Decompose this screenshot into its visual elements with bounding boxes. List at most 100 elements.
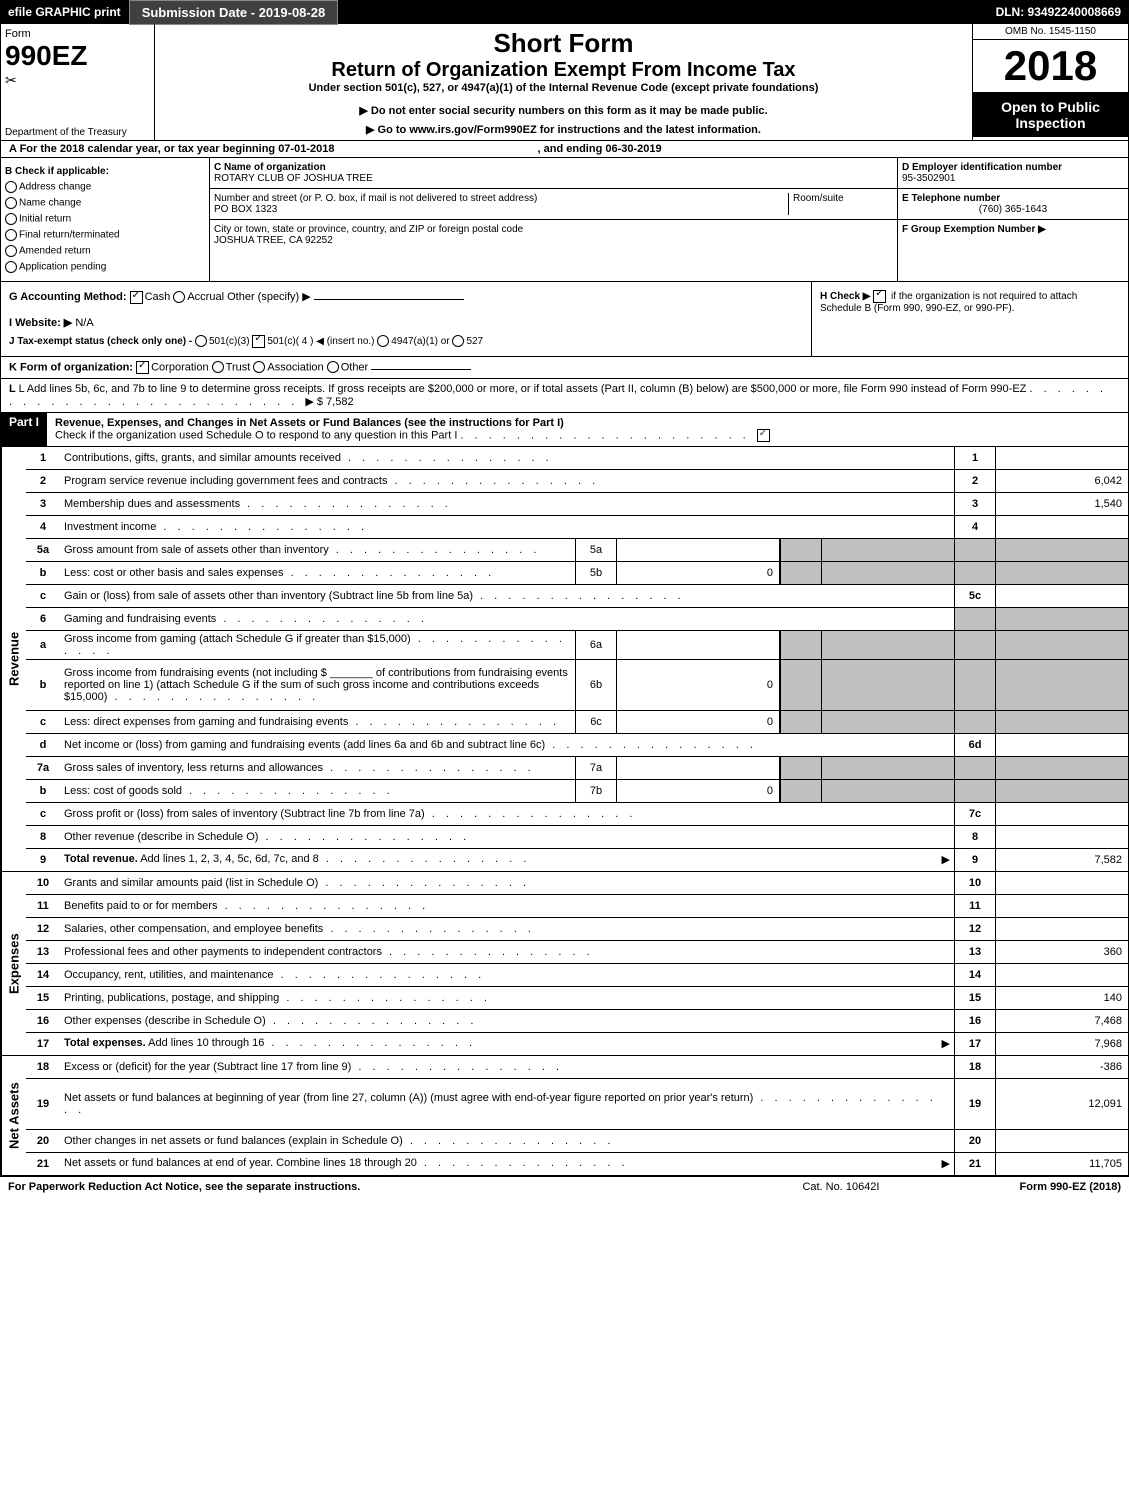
- right-line-number: 17: [954, 1033, 996, 1055]
- cb-pending[interactable]: Application pending: [5, 261, 205, 273]
- right-line-value: 11,705: [996, 1153, 1128, 1175]
- rb-527[interactable]: [452, 335, 464, 347]
- right-line-number: 10: [954, 872, 996, 894]
- cb-accrual[interactable]: [173, 291, 185, 303]
- right-line-number: 7c: [954, 803, 996, 825]
- cb-address-change[interactable]: Address change: [5, 181, 205, 193]
- part-1-title: Revenue, Expenses, and Changes in Net As…: [47, 413, 1128, 446]
- cb-cash[interactable]: [130, 291, 143, 304]
- cb-schedule-o[interactable]: [757, 429, 770, 442]
- right-val-shaded: [822, 780, 954, 802]
- footer-left: For Paperwork Reduction Act Notice, see …: [8, 1181, 360, 1193]
- cb-final-return[interactable]: Final return/terminated: [5, 229, 205, 241]
- table-row: 3Membership dues and assessments . . . .…: [26, 493, 1128, 516]
- line-number: 16: [26, 1013, 60, 1029]
- cb-assoc[interactable]: [253, 361, 265, 373]
- table-row: 13Professional fees and other payments t…: [26, 941, 1128, 964]
- sub-line-number: 5b: [575, 562, 617, 584]
- org-name: ROTARY CLUB OF JOSHUA TREE: [214, 173, 893, 184]
- cb-name-change[interactable]: Name change: [5, 197, 205, 209]
- right-line-value: 12,091: [996, 1079, 1128, 1129]
- row-bc: B Check if applicable: Address change Na…: [0, 158, 1129, 282]
- right-num-shaded: [780, 711, 822, 733]
- table-row: 20Other changes in net assets or fund ba…: [26, 1130, 1128, 1153]
- right-num-shaded: [780, 631, 822, 659]
- line-description: Net assets or fund balances at beginning…: [60, 1090, 954, 1118]
- tax-year: 2018: [973, 40, 1128, 93]
- phone-value: (760) 365-1643: [902, 204, 1124, 215]
- line-number: 1: [26, 450, 60, 466]
- line-number: 5a: [26, 542, 60, 558]
- line-description: Gross income from gaming (attach Schedul…: [60, 631, 575, 659]
- right-line-number: 3: [954, 493, 996, 515]
- expenses-label: Expenses: [1, 872, 26, 1055]
- line-description: Printing, publications, postage, and shi…: [60, 990, 954, 1006]
- line-number: 12: [26, 921, 60, 937]
- footer-mid: Cat. No. 10642I: [802, 1181, 879, 1193]
- line-number: 14: [26, 967, 60, 983]
- line-number: d: [26, 737, 60, 753]
- line-number: 2: [26, 473, 60, 489]
- table-row: 12Salaries, other compensation, and empl…: [26, 918, 1128, 941]
- right-num-shaded: [954, 631, 996, 659]
- line-number: 7a: [26, 760, 60, 776]
- table-row: 9Total revenue. Add lines 1, 2, 3, 4, 5c…: [26, 849, 1128, 871]
- line-number: a: [26, 637, 60, 653]
- table-row: 7aGross sales of inventory, less returns…: [26, 757, 1128, 780]
- group-exemption: F Group Exemption Number ▶: [902, 224, 1124, 235]
- table-row: 16Other expenses (describe in Schedule O…: [26, 1010, 1128, 1033]
- row-l: L L Add lines 5b, 6c, and 7b to line 9 t…: [0, 379, 1129, 413]
- line-number: 13: [26, 944, 60, 960]
- city-label: City or town, state or province, country…: [214, 224, 893, 235]
- line-description: Net income or (loss) from gaming and fun…: [60, 737, 954, 753]
- cb-corp[interactable]: [136, 361, 149, 374]
- street-value: PO BOX 1323: [214, 204, 788, 215]
- right-line-value: [996, 803, 1128, 825]
- phone-label: E Telephone number: [902, 193, 1124, 204]
- sub-line-value: [617, 757, 780, 779]
- submission-date: Submission Date - 2019-08-28: [129, 0, 339, 25]
- line-number: c: [26, 588, 60, 604]
- right-line-value: 140: [996, 987, 1128, 1009]
- rb-501c[interactable]: [252, 335, 265, 348]
- right-num-shaded: [780, 757, 822, 779]
- right-line-number: 6d: [954, 734, 996, 756]
- line-number: 4: [26, 519, 60, 535]
- sub-line-number: 5a: [575, 539, 617, 561]
- sub-line-number: 6a: [575, 631, 617, 659]
- table-row: 8Other revenue (describe in Schedule O) …: [26, 826, 1128, 849]
- right-val-shaded: [822, 711, 954, 733]
- right-line-number: 9: [954, 849, 996, 871]
- do-not-enter: ▶ Do not enter social security numbers o…: [159, 104, 968, 117]
- gross-receipts: 7,582: [326, 396, 354, 408]
- col-g: G Accounting Method: Cash Accrual Other …: [1, 282, 811, 356]
- top-bar: efile GRAPHIC print Submission Date - 20…: [0, 0, 1129, 24]
- street-label: Number and street (or P. O. box, if mail…: [214, 193, 788, 204]
- revenue-label: Revenue: [1, 447, 26, 871]
- table-row: 1Contributions, gifts, grants, and simil…: [26, 447, 1128, 470]
- sub-line-number: 6b: [575, 660, 617, 710]
- right-num-shaded: [780, 780, 822, 802]
- line-number: b: [26, 565, 60, 581]
- cb-schedule-b[interactable]: [873, 290, 886, 303]
- sub-line-number: 6c: [575, 711, 617, 733]
- short-form-title: Short Form: [159, 28, 968, 59]
- line-description: Gaming and fundraising events . . . . . …: [60, 611, 954, 627]
- line-number: 8: [26, 829, 60, 845]
- right-val-shaded: [996, 539, 1128, 561]
- org-name-label: C Name of organization: [214, 162, 893, 173]
- rb-4947[interactable]: [377, 335, 389, 347]
- line-description: Less: cost or other basis and sales expe…: [60, 565, 575, 581]
- line-description: Professional fees and other payments to …: [60, 944, 954, 960]
- rb-501c3[interactable]: [195, 335, 207, 347]
- right-num-shaded: [780, 539, 822, 561]
- header-left: Form 990EZ ✂ Department of the Treasury: [1, 24, 155, 140]
- line-description: Salaries, other compensation, and employ…: [60, 921, 954, 937]
- table-row: cGross profit or (loss) from sales of in…: [26, 803, 1128, 826]
- expenses-section: Expenses 10Grants and similar amounts pa…: [0, 872, 1129, 1056]
- cb-initial-return[interactable]: Initial return: [5, 213, 205, 225]
- line-number: c: [26, 806, 60, 822]
- cb-trust[interactable]: [212, 361, 224, 373]
- cb-other[interactable]: [327, 361, 339, 373]
- cb-amended[interactable]: Amended return: [5, 245, 205, 257]
